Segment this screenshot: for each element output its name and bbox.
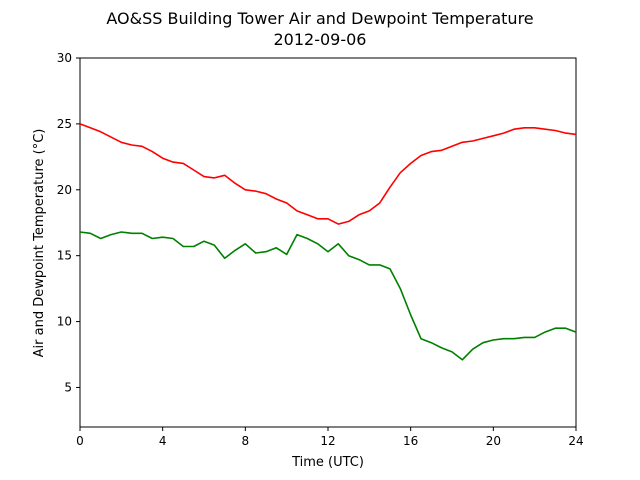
x-tick-label: 16 — [403, 434, 418, 448]
y-tick-label: 30 — [57, 51, 72, 65]
y-tick-label: 10 — [57, 315, 72, 329]
chart-title: AO&SS Building Tower Air and Dewpoint Te… — [106, 9, 533, 28]
y-axis-ticks: 5 10 15 20 25 30 — [57, 51, 80, 394]
series-line-2 — [79, 231, 577, 361]
x-tick-label: 4 — [159, 434, 167, 448]
x-axis-label: Time (UTC) — [291, 455, 364, 470]
x-tick-label: 20 — [486, 434, 501, 448]
y-tick-label: 25 — [57, 117, 72, 131]
x-tick-label: 0 — [76, 434, 84, 448]
y-tick-label: 20 — [57, 183, 72, 197]
y-axis-label: Air and Dewpoint Temperature (°C) — [32, 129, 47, 358]
x-axis-ticks: 0 4 8 12 16 20 24 — [76, 427, 584, 448]
y-tick-label: 15 — [57, 249, 72, 263]
x-tick-label: 24 — [568, 434, 583, 448]
chart-subtitle: 2012-09-06 — [274, 30, 367, 49]
plot-area — [79, 57, 577, 428]
x-tick-label: 12 — [320, 434, 335, 448]
plot-frame — [79, 57, 577, 428]
x-tick-label: 8 — [242, 434, 250, 448]
y-tick-label: 5 — [64, 380, 72, 394]
series-layer — [79, 123, 577, 361]
series-line-1 — [79, 123, 577, 225]
